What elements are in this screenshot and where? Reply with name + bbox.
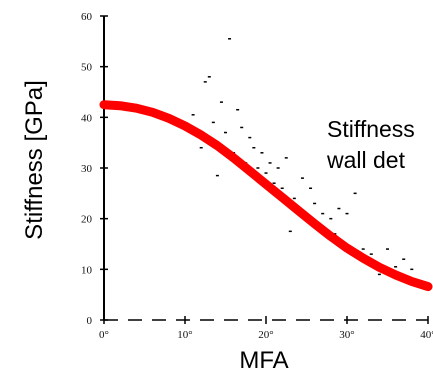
scatter-point <box>280 187 284 190</box>
y-axis-title: Stiffness [GPa] <box>21 80 48 240</box>
scatter-point <box>386 248 389 250</box>
scatter-point <box>329 217 333 220</box>
x-tick-label: 40° <box>420 329 433 341</box>
x-tick-label: 0° <box>99 329 109 341</box>
scatter-point <box>219 101 223 103</box>
scatter-point <box>260 152 264 154</box>
y-tick-label: 40 <box>81 112 93 124</box>
scatter-point <box>321 212 325 215</box>
scatter-point <box>377 273 381 276</box>
scatter-point <box>207 76 211 78</box>
tick-labels: 0 10 20 30 40 50 60 0° 10° 20° 30° 40° <box>81 11 433 341</box>
scatter-point <box>240 126 244 129</box>
scatter-point <box>292 197 296 200</box>
y-tick-label: 0 <box>87 315 93 327</box>
y-tick-label: 20 <box>81 214 93 226</box>
scatter-point <box>369 253 373 255</box>
x-tick-label: 20° <box>258 329 273 341</box>
scatter-point <box>236 108 240 111</box>
scatter-point <box>272 182 276 184</box>
scatter-point <box>288 230 292 233</box>
scatter-point <box>300 177 304 179</box>
scatter-point <box>211 121 215 124</box>
x-axis-title: MFA <box>239 347 288 374</box>
scatter-point <box>353 192 357 195</box>
scatter-point <box>264 172 268 174</box>
scatter-point <box>309 187 313 190</box>
x-tick-label: 10° <box>177 329 192 341</box>
scatter-point <box>191 114 195 116</box>
scatter-point <box>252 146 256 149</box>
scatter-point <box>276 167 280 169</box>
scatter-point <box>394 266 398 268</box>
trend-curve <box>99 100 433 292</box>
annotation-line-1: Stiffness <box>327 116 415 142</box>
y-tick-label: 10 <box>81 264 93 276</box>
scatter-point <box>203 81 207 83</box>
scatter-point <box>199 146 203 149</box>
y-tick-label: 60 <box>81 11 93 23</box>
scatter-point <box>345 212 349 215</box>
scatter-point <box>224 131 227 134</box>
scatter-point <box>337 207 341 210</box>
x-tick-label: 30° <box>339 329 354 341</box>
scatter-point <box>284 157 288 159</box>
scatter-point <box>248 136 252 139</box>
scatter-point <box>228 38 232 40</box>
scatter-point <box>215 174 219 177</box>
scatter-point <box>268 162 272 164</box>
annotation-line-2: wall det <box>326 147 406 173</box>
scatter-point <box>313 202 317 205</box>
scatter-point <box>402 258 406 260</box>
y-tick-label: 30 <box>81 163 93 175</box>
scatter-point <box>361 248 365 250</box>
scatter-point <box>256 167 260 169</box>
axes <box>100 15 429 324</box>
y-tick-label: 50 <box>81 62 93 74</box>
scatter-point <box>410 268 414 271</box>
